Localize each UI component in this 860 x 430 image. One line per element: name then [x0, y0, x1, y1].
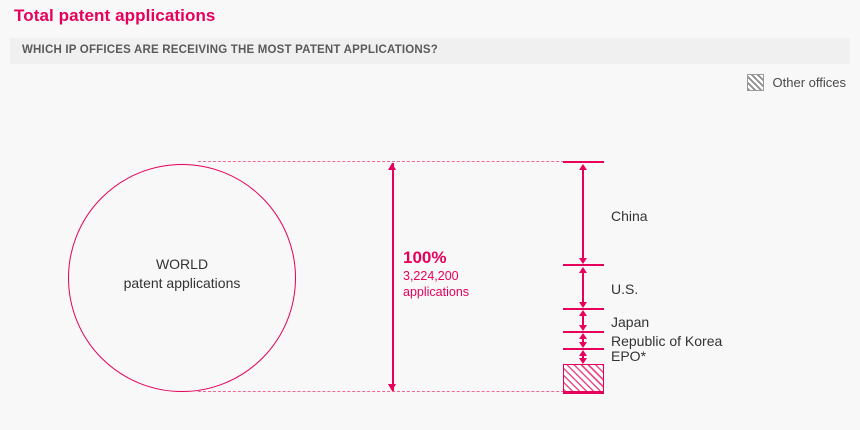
scale-tick-top: [563, 161, 604, 163]
segment-arrowhead-china-up-icon: [578, 164, 587, 170]
segment-line-japan: [582, 313, 584, 326]
connector-dashed-top: [198, 161, 604, 162]
total-arrowhead-down-icon: [388, 384, 396, 391]
segment-arrowhead-korea-down-icon: [578, 342, 587, 348]
segment-block-other-offices: [563, 364, 604, 392]
total-callout: 100% 3,224,200 applications: [403, 248, 469, 300]
category-label-us: U.S.: [611, 281, 639, 297]
world-circle: [68, 164, 296, 392]
segment-arrowhead-epo-up-icon: [578, 350, 587, 356]
subtitle-text: WHICH IP OFFICES ARE RECEIVING THE MOST …: [22, 44, 439, 56]
total-measure-line: [392, 163, 394, 391]
scale-tick-china-us: [563, 264, 604, 266]
scale-tick-korea-epo: [563, 348, 604, 350]
subtitle-band: [10, 38, 850, 64]
category-label-japan: Japan: [611, 314, 650, 330]
scale-tick-us-japan: [563, 308, 604, 310]
category-label-republic-of-korea: Republic of Korea: [611, 333, 723, 349]
segment-arrowhead-korea-up-icon: [578, 333, 587, 339]
total-percent: 100%: [403, 248, 447, 267]
hatched-square-icon: [746, 74, 764, 91]
segment-arrowhead-epo-down-icon: [578, 358, 587, 364]
segment-arrowhead-japan-down-icon: [578, 325, 587, 331]
segment-line-us: [582, 270, 584, 303]
total-value: 3,224,200: [403, 269, 459, 283]
segment-line-epo: [582, 353, 584, 359]
world-label-line2: patent applications: [123, 275, 241, 291]
page-title: Total patent applications: [14, 6, 216, 25]
segment-line-korea: [582, 336, 584, 343]
legend: Other offices: [746, 74, 846, 91]
world-circle-label: WORLD patent applications: [68, 255, 296, 293]
category-label-epo: EPO*: [611, 348, 647, 364]
world-label-line1: WORLD: [155, 256, 209, 272]
segment-line-china: [582, 167, 584, 259]
connector-dashed-bottom: [198, 391, 604, 392]
total-unit: applications: [403, 285, 470, 299]
legend-label: Other offices: [772, 75, 846, 90]
category-label-china: China: [611, 208, 648, 224]
total-arrowhead-up-icon: [388, 163, 396, 170]
scale-tick-japan-korea: [563, 331, 604, 333]
segment-arrowhead-us-up-icon: [578, 267, 587, 273]
scale-tick-bottom: [563, 392, 604, 394]
segment-arrowhead-japan-up-icon: [578, 310, 587, 316]
segment-arrowhead-china-down-icon: [578, 258, 587, 264]
segment-arrowhead-us-down-icon: [578, 302, 587, 308]
